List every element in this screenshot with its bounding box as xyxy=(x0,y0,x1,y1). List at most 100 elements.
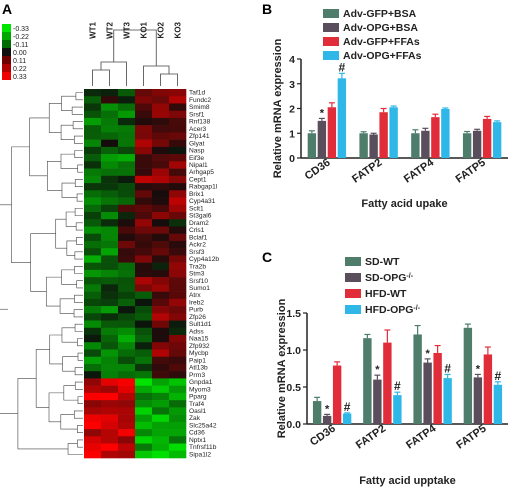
heatmap-cell xyxy=(135,103,153,112)
heatmap-cell xyxy=(101,204,119,213)
heatmap-cell xyxy=(101,190,119,198)
heatmap-cell xyxy=(135,226,153,235)
colorbar-tick-label: -0.22 xyxy=(13,34,29,41)
bar xyxy=(312,401,322,424)
heatmap-cell xyxy=(135,414,153,423)
heatmap-cell xyxy=(169,284,187,292)
dendrogram-branch xyxy=(92,69,110,86)
heatmap-cell xyxy=(118,450,136,459)
heatmap-cell xyxy=(101,175,119,184)
dendrogram-branch xyxy=(76,193,83,202)
heatmap-panel: -0.33-0.22-0.110.000.110.220.33 WT1 WT2 WT… xyxy=(0,21,219,458)
heatmap-cell xyxy=(135,407,153,415)
heatmap-cell xyxy=(152,450,170,459)
heatmap-cell xyxy=(84,168,102,177)
gene-label: Cyp4a31 xyxy=(189,198,216,205)
legend-swatch xyxy=(345,273,361,282)
colorbar-swatch xyxy=(2,56,11,64)
colorbar-tick-label: -0.33 xyxy=(13,26,29,33)
heatmap-cell xyxy=(152,400,170,408)
heatmap-cell xyxy=(118,298,136,307)
heatmap-cell xyxy=(118,226,136,235)
heatmap-cell xyxy=(135,219,153,227)
gene-label: Nptx1 xyxy=(189,437,207,444)
heatmap-cell xyxy=(84,262,102,271)
heatmap-cell xyxy=(101,371,119,379)
heatmap-cell xyxy=(152,197,170,206)
gene-label: Sipa1l2 xyxy=(189,451,211,458)
gene-label: Cyp4a12b xyxy=(189,256,219,263)
heatmap-cell xyxy=(135,342,153,350)
heatmap-cell xyxy=(84,320,102,329)
dendrogram-branch xyxy=(77,352,83,361)
heatmap-cell xyxy=(169,407,187,415)
heatmap-cell xyxy=(169,262,187,271)
panel-label-a: A xyxy=(2,1,12,17)
bar xyxy=(369,134,378,158)
heatmap-cell xyxy=(169,96,187,104)
heatmap-cell xyxy=(135,175,153,184)
heatmap-cell xyxy=(101,255,119,263)
bar xyxy=(379,112,388,158)
gene-label: Atrx xyxy=(189,292,201,299)
heatmap-cell xyxy=(118,277,136,285)
legend-swatch xyxy=(345,257,361,266)
heatmap-cell xyxy=(101,443,119,452)
bar xyxy=(411,133,420,158)
heatmap-cell xyxy=(152,146,170,155)
heatmap-cell xyxy=(135,335,153,343)
heatmap-cell xyxy=(118,327,136,336)
heatmap-cell xyxy=(84,212,102,220)
heatmap-cell xyxy=(101,414,119,423)
dendrogram-branch xyxy=(0,204,18,414)
heatmap-cell xyxy=(84,349,102,358)
gene-label: Sumo1 xyxy=(189,285,210,292)
heatmap-cell xyxy=(118,132,136,140)
heatmap-cell xyxy=(169,363,187,372)
heatmap-cell xyxy=(169,175,187,184)
bar xyxy=(433,352,442,424)
x-tick-label: CD36 xyxy=(308,423,338,449)
heatmap-cell xyxy=(152,89,170,97)
heatmap-cell xyxy=(152,103,170,112)
heatmap-cell xyxy=(118,320,136,329)
significance-mark: # xyxy=(394,379,401,393)
column-dendrogram xyxy=(92,29,178,86)
heatmap-cell xyxy=(152,226,170,235)
dendrogram-branch xyxy=(60,414,78,430)
heatmap-cell xyxy=(135,363,153,372)
heatmap-cell xyxy=(152,429,170,437)
heatmap-cell xyxy=(135,161,153,169)
bar xyxy=(423,362,432,424)
heatmap-cell xyxy=(169,313,187,321)
heatmap-cell xyxy=(84,400,102,408)
colorbar-swatch xyxy=(2,72,11,80)
dendrogram-branch xyxy=(60,124,75,140)
heatmap-cell xyxy=(152,175,170,184)
dendrogram-branch xyxy=(74,251,83,260)
heatmap-cell xyxy=(84,139,102,148)
heatmap-cell xyxy=(152,335,170,343)
heatmap-cell xyxy=(118,407,136,415)
heatmap-cell xyxy=(135,132,153,140)
gene-label: Ackr2 xyxy=(189,242,206,249)
x-tick-label: FATP2 xyxy=(354,423,388,452)
heatmap-cell xyxy=(169,277,187,285)
heatmap-cell xyxy=(152,385,170,394)
y-tick-label: 1.5 xyxy=(286,308,301,320)
significance-mark: # xyxy=(495,369,502,383)
dendrogram-branch xyxy=(45,276,62,307)
y-tick-label: 1.0 xyxy=(286,345,301,357)
heatmap-cell xyxy=(101,385,119,394)
heatmap-cell xyxy=(118,371,136,379)
heatmap-cell xyxy=(84,197,102,206)
heatmap-cell xyxy=(101,342,119,350)
heatmap-cell xyxy=(169,226,187,235)
heatmap-cell xyxy=(152,219,170,227)
dendrogram-branch xyxy=(72,121,83,130)
significance-mark: # xyxy=(344,400,351,414)
heatmap-cell xyxy=(84,146,102,155)
heatmap-cell xyxy=(152,320,170,329)
heatmap-cell xyxy=(84,443,102,452)
heatmap-cell xyxy=(135,450,153,459)
